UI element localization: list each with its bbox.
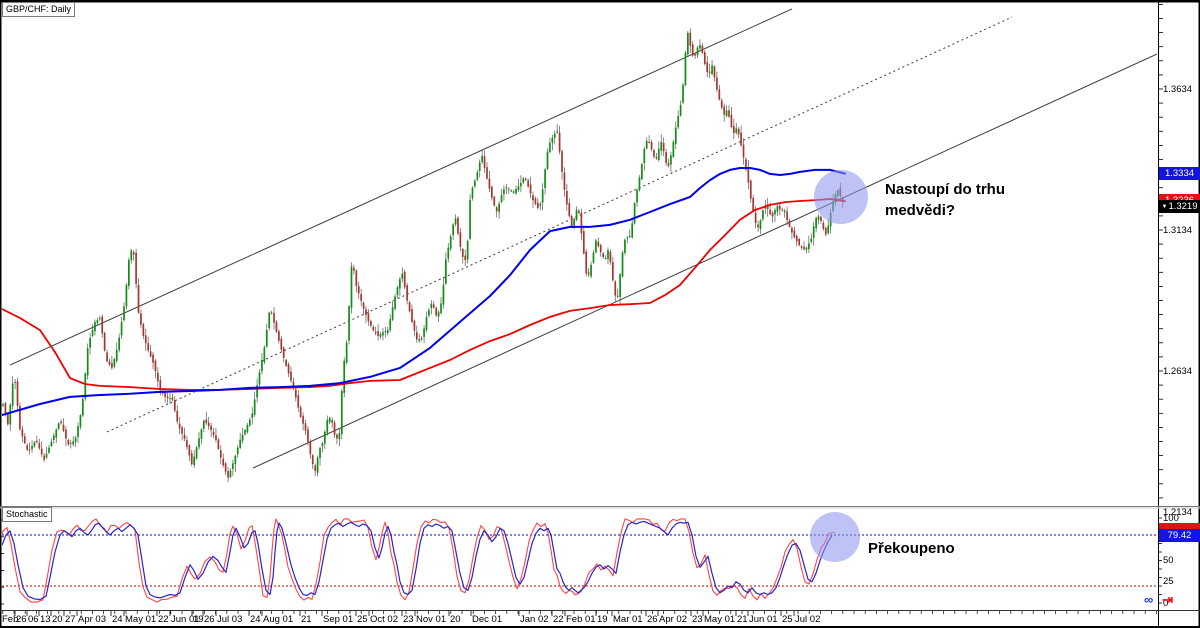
annotation-line-2: medvědi? — [885, 202, 956, 219]
price-axis: 1.3634 1.3134 1.2634 1.2134 — [1163, 0, 1200, 628]
indicator-title: Stochastic — [2, 507, 52, 522]
stoch-highlight-circle — [810, 512, 860, 562]
time-axis-label: Apr 02 — [659, 614, 687, 625]
time-axis-label: 24 — [250, 614, 261, 625]
time-axis-label: Jun 01 — [171, 614, 200, 625]
time-axis-label: 22 — [553, 614, 564, 625]
chart-shift-icon[interactable]: ∞ — [1144, 592, 1154, 607]
stochastic-axis: 100 50 25 0 — [1163, 0, 1200, 628]
price-arrow-icon: ▼ — [1161, 203, 1168, 210]
stoch-value-badge: 79.42 — [1159, 528, 1200, 542]
time-axis-label: 20 — [52, 614, 63, 625]
time-axis-label: 26 — [647, 614, 658, 625]
time-axis-label: 19 — [193, 614, 204, 625]
time-axis-label: 25 — [782, 614, 793, 625]
time-axis-label: 24 — [112, 614, 123, 625]
stoch-axis-label: 0 — [1163, 597, 1169, 609]
time-axis-label: Jul 03 — [217, 614, 243, 625]
ma-red-line — [2, 198, 846, 391]
time-axis-label: 20 — [450, 614, 461, 625]
ma-blue-price-value: 1.3334 — [1164, 168, 1195, 180]
stoch-main-line — [2, 520, 833, 601]
current-price-badge: ▼1.3219 — [1159, 199, 1200, 213]
time-axis-label: 23 — [403, 614, 414, 625]
time-axis-label: May 01 — [125, 614, 157, 625]
time-axis-label: 26 — [204, 614, 215, 625]
time-axis-label: Mar 01 — [613, 614, 643, 625]
stochastic-panel — [2, 518, 1157, 603]
time-axis-label: 27 — [65, 614, 76, 625]
time-axis-label: 21 — [301, 614, 312, 625]
candlestick-series — [2, 28, 844, 483]
annotation-line-1: Nastoupí do trhu — [885, 181, 1005, 198]
time-axis-label: Aug 01 — [263, 614, 294, 625]
symbol-title: GBP/CHF: Daily — [2, 2, 76, 17]
auto-scroll-icon[interactable]: ⇥ — [1162, 592, 1174, 607]
overbought-annotation: Překoupeno — [868, 540, 955, 557]
stoch-signal-line — [2, 518, 836, 603]
price-axis-label: 1.2134 — [1163, 506, 1193, 518]
stoch-axis-label: 50 — [1163, 555, 1174, 566]
trend-channel-lines — [9, 8, 1157, 469]
time-axis-label: Feb — [2, 614, 19, 625]
time-axis-label: 21 — [737, 614, 748, 625]
time-axis: Feb 26 06 13 20 27 Apr 03 24 May 01 22 Jun 01 19 26 J… — [0, 614, 1160, 628]
price-axis-label: 1.2634 — [1163, 365, 1193, 377]
price-axis-label: 1.3134 — [1163, 224, 1193, 236]
time-axis-label: Dec 01 — [472, 614, 503, 625]
time-axis-label: Jul 02 — [795, 614, 821, 625]
time-axis-label: 25 — [357, 614, 368, 625]
ma-blue-price-badge: 1.3334 — [1159, 167, 1200, 181]
time-axis-label: Jan 02 — [520, 614, 549, 625]
time-axis-label: 06 — [28, 614, 39, 625]
time-axis-label: Oct 02 — [370, 614, 398, 625]
time-axis-label: Feb 01 — [566, 614, 596, 625]
time-axis-label: 19 — [597, 614, 608, 625]
time-axis-label: 26 — [16, 614, 27, 625]
ma-blue-line — [2, 167, 846, 416]
price-highlight-circle — [814, 170, 868, 224]
stoch-current-value: 79.42 — [1167, 529, 1192, 541]
price-axis-label: 1.3634 — [1163, 83, 1193, 95]
time-axis-label: Jun 01 — [749, 614, 778, 625]
chart-corner-controls: ∞ ⇥ — [1144, 592, 1173, 608]
time-axis-label: 13 — [40, 614, 51, 625]
stoch-axis-label: 25 — [1163, 576, 1174, 588]
stoch-axis-label: 100 — [1163, 512, 1179, 524]
current-price-value: 1.3219 — [1168, 200, 1198, 212]
time-axis-label: Nov 01 — [416, 614, 447, 625]
bears-question-annotation: Nastoupí do trhu medvědi? — [885, 179, 1005, 221]
time-axis-label: 23 — [692, 614, 703, 625]
time-axis-label: 22 — [158, 614, 169, 625]
time-axis-label: Sep 01 — [323, 614, 354, 625]
time-axis-label: Apr 03 — [78, 614, 106, 625]
time-axis-label: May 01 — [704, 614, 736, 625]
